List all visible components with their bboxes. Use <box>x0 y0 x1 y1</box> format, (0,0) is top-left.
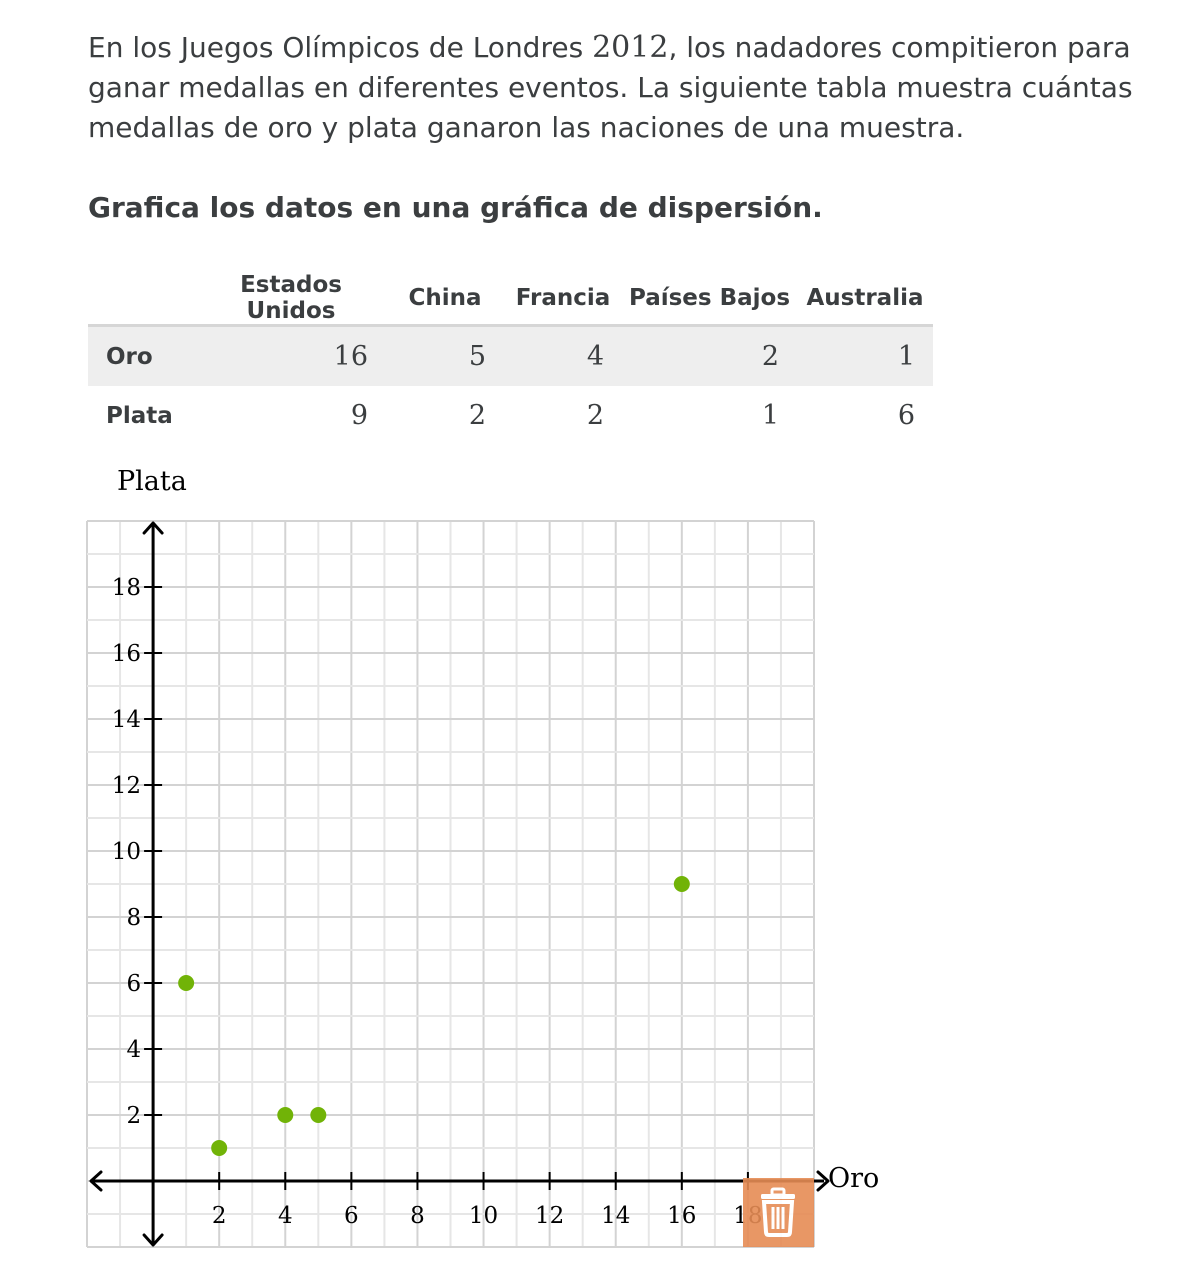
table-cell: 4 <box>504 325 622 386</box>
col-header: Estados Unidos <box>196 272 386 327</box>
col-header: Francia <box>504 272 622 327</box>
y-tick-label: 2 <box>126 1103 141 1129</box>
x-axis-label: Oro <box>828 1163 880 1194</box>
x-tick-label: 6 <box>344 1203 359 1229</box>
table-row: Oro 16 5 4 2 1 <box>88 325 933 386</box>
y-tick-label: 18 <box>112 575 141 601</box>
x-tick-label: 2 <box>212 1203 227 1229</box>
y-axis-label: Plata <box>117 466 187 497</box>
table-cell: 2 <box>622 325 797 386</box>
y-axis-arrow-down <box>142 1233 164 1247</box>
x-axis-arrow-left <box>89 1170 103 1192</box>
x-tick-label: 16 <box>667 1203 696 1229</box>
data-point[interactable] <box>673 876 690 892</box>
table-cell: 9 <box>350 400 368 431</box>
col-header: Australia <box>797 272 933 327</box>
y-tick-label: 6 <box>126 971 141 997</box>
table-row: Plata 9 2 2 1 6 <box>88 386 933 445</box>
y-tick-label: 16 <box>112 641 141 667</box>
x-tick-label: 12 <box>535 1203 564 1229</box>
row-label: Oro <box>88 325 196 386</box>
table-cell: 1 <box>797 325 933 386</box>
table-cell: 2 <box>468 400 486 431</box>
y-tick-label: 12 <box>112 773 141 799</box>
x-tick-label: 14 <box>601 1203 630 1229</box>
data-point[interactable] <box>178 975 195 991</box>
grid <box>86 520 815 1248</box>
table-cell: 16 <box>196 325 386 386</box>
x-tick-label: 10 <box>469 1203 498 1229</box>
instruction-text: Grafica los datos en una gráfica de disp… <box>88 191 823 224</box>
problem-text: En los Juegos Olímpicos de Londres 2012,… <box>88 30 1133 144</box>
col-header: China <box>386 272 504 327</box>
y-tick-label: 8 <box>126 905 141 931</box>
x-tick-label: 8 <box>410 1203 425 1229</box>
points[interactable] <box>178 876 690 1156</box>
ticks: 2468101214161824681012141618 <box>112 575 763 1229</box>
x-tick-label: 4 <box>278 1203 293 1229</box>
table-cell: 1 <box>761 400 779 431</box>
table-cell: 6 <box>897 400 915 431</box>
trash-icon <box>761 1187 795 1237</box>
data-point[interactable] <box>211 1140 228 1156</box>
table-corner <box>88 272 196 327</box>
y-axis-arrow-up <box>142 521 164 535</box>
delete-point-button[interactable] <box>743 1178 814 1247</box>
medal-table: Estados Unidos China Francia Países Bajo… <box>88 272 933 445</box>
y-tick-label: 10 <box>112 839 141 865</box>
axes <box>89 521 830 1247</box>
y-tick-label: 14 <box>112 707 141 733</box>
table-cell: 5 <box>386 325 504 386</box>
data-point[interactable] <box>310 1107 327 1123</box>
x-axis-arrow-right <box>816 1170 830 1192</box>
data-point[interactable] <box>277 1107 294 1123</box>
table-cell: 2 <box>586 400 604 431</box>
table-header-row: Estados Unidos China Francia Países Bajo… <box>88 272 933 327</box>
col-header: Países Bajos <box>622 272 797 327</box>
row-label: Plata <box>106 402 173 429</box>
y-tick-label: 4 <box>126 1037 141 1063</box>
year-value: 2012 <box>592 30 669 65</box>
